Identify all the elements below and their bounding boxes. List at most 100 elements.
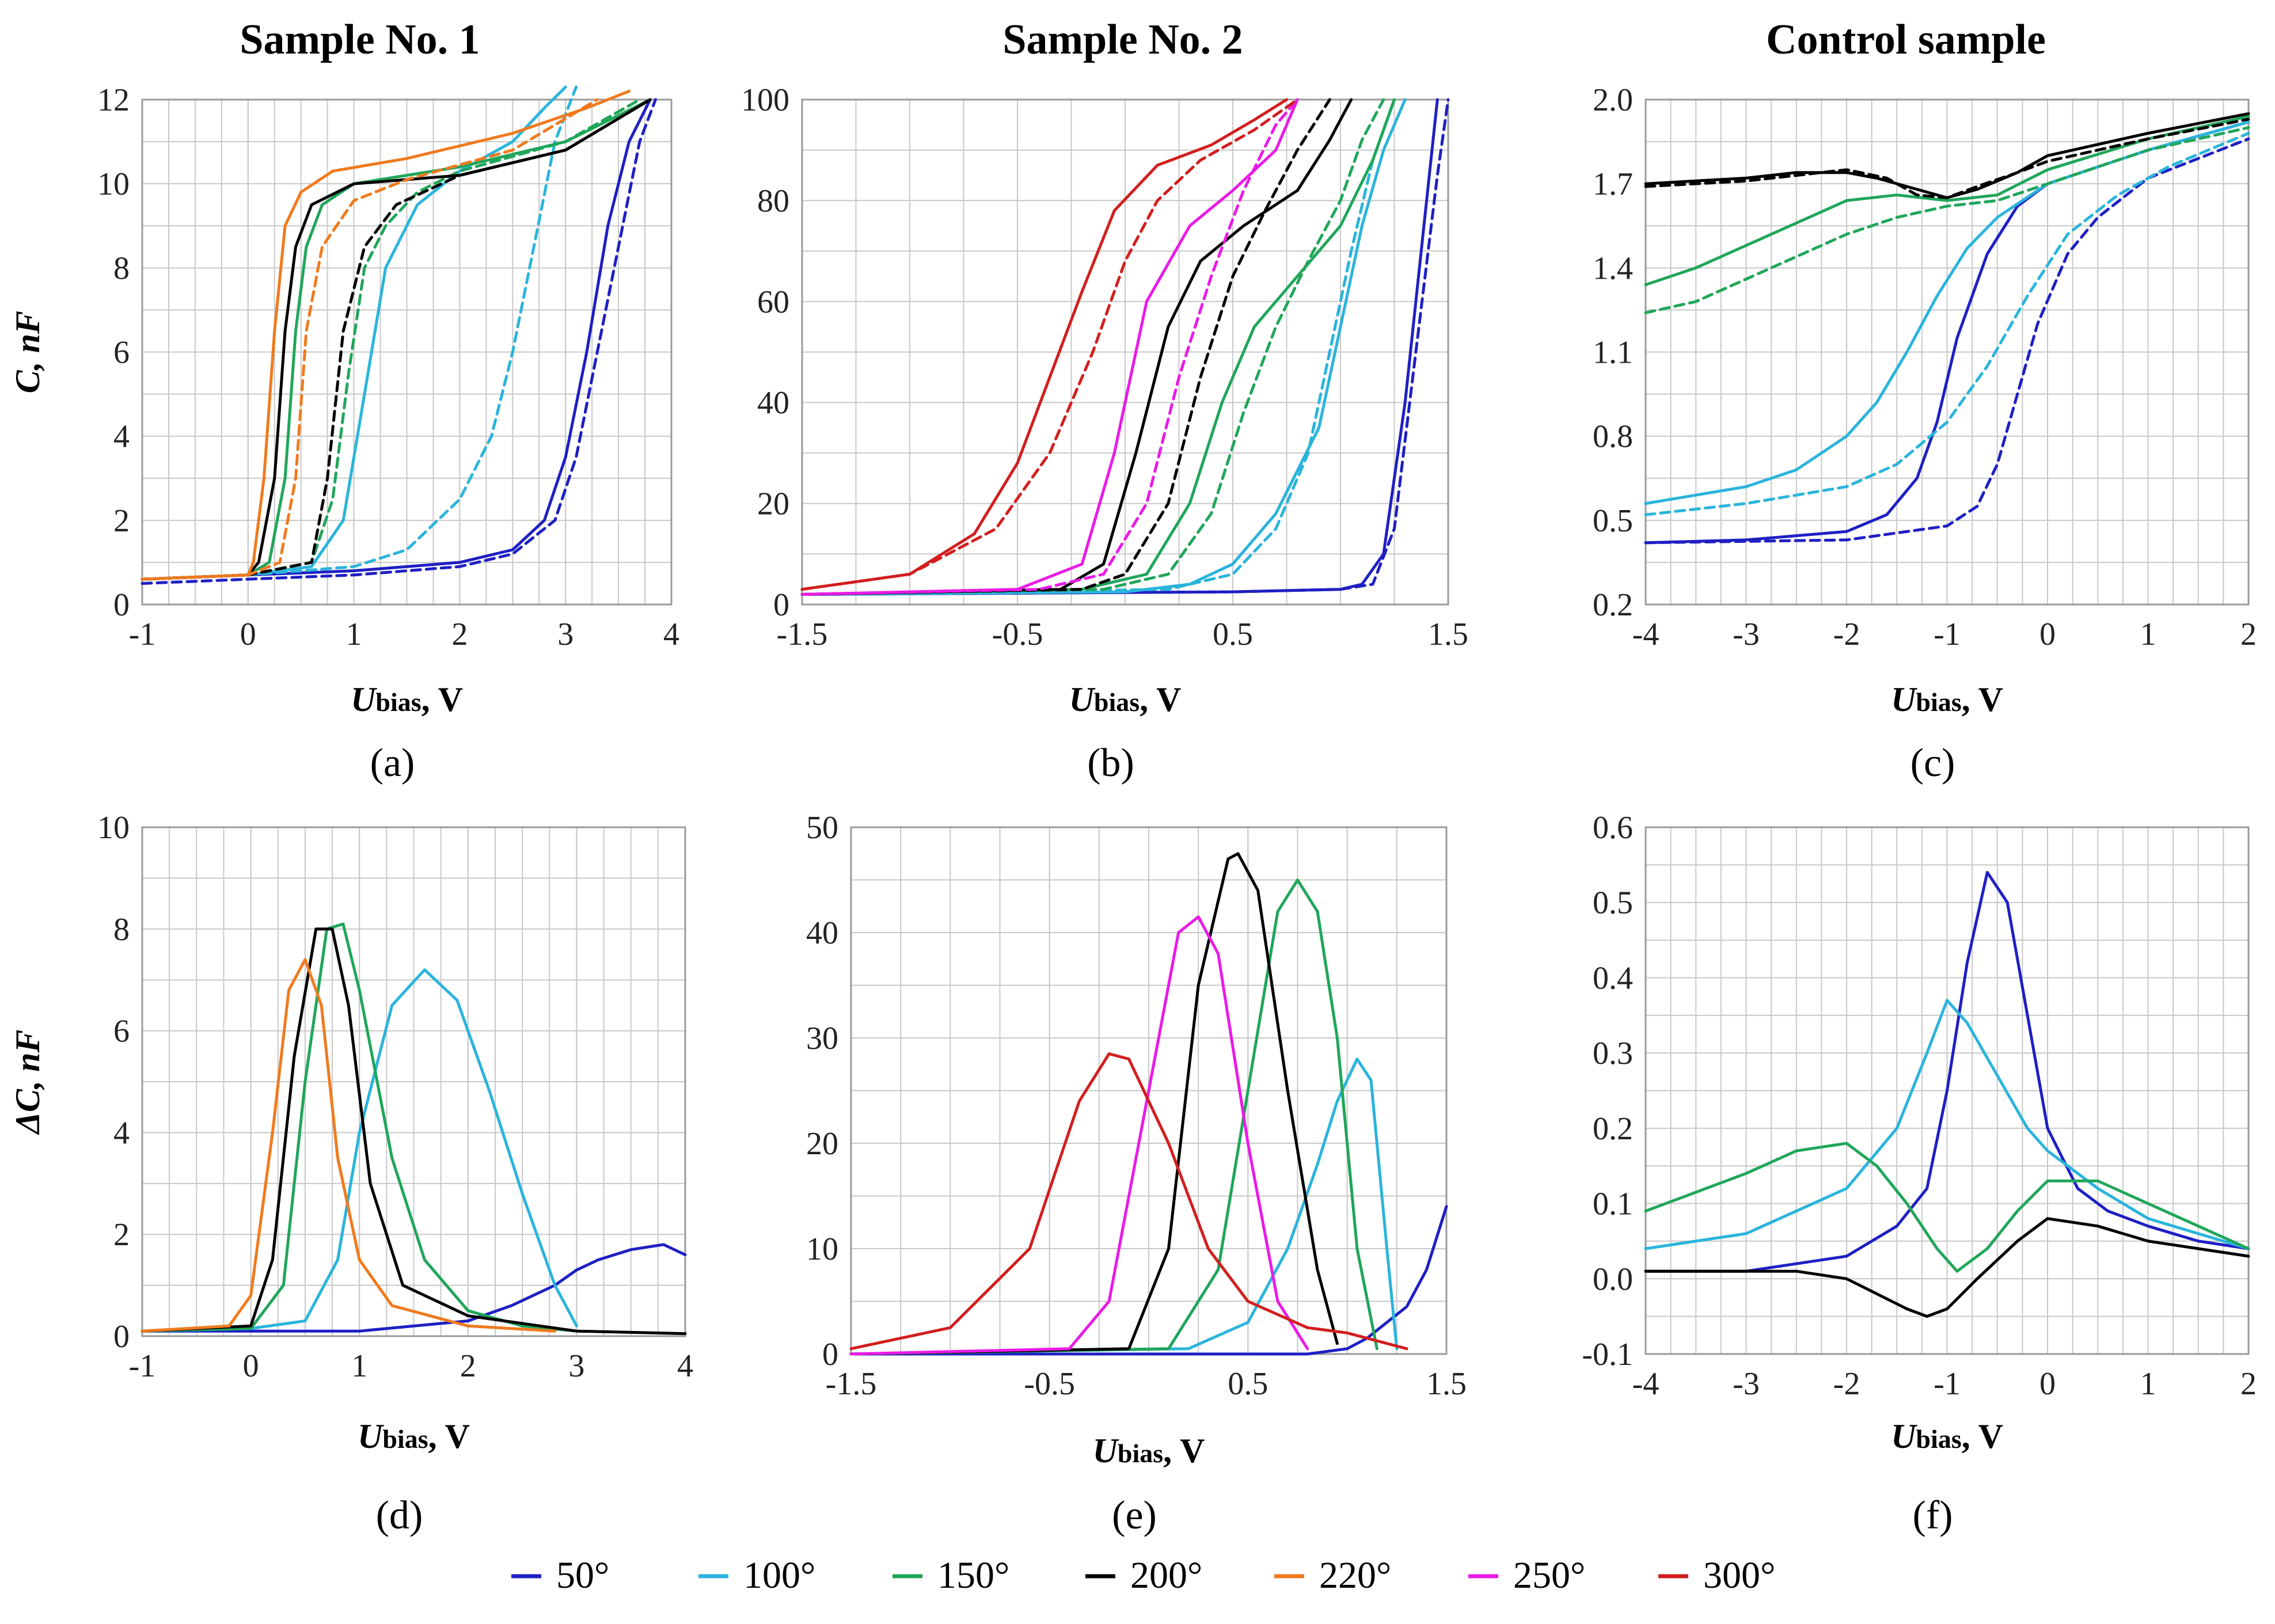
y-tick-label: 6: [113, 1014, 130, 1049]
grid-b: [802, 99, 1449, 605]
y-tick-label: 0.5: [1593, 885, 1633, 921]
panel-e: -1.5 -0.5 0.5 1.5 0 10 20 30 40 50 Ubias, V (e): [806, 810, 1467, 1538]
series-b-100deg-dashed: [800, 98, 1396, 596]
series-a-220deg-dashed: [140, 98, 599, 581]
series-d-200deg: [140, 927, 687, 1336]
legend-label: 50°: [556, 1554, 609, 1596]
series-b-250deg: [800, 98, 1299, 596]
legend-item: 50°: [511, 1554, 609, 1596]
x-axis-label-d: Ubias, V: [358, 1417, 470, 1455]
legend-label: 100°: [743, 1554, 815, 1596]
legend-item: 250°: [1468, 1554, 1585, 1596]
panel-label-a: (a): [370, 741, 415, 785]
plot-frame-c: [1644, 98, 2250, 606]
y-tick-label: 100: [741, 82, 789, 118]
series-b-300deg-dashed: [800, 98, 1299, 591]
series-d-220deg: [140, 958, 557, 1333]
x-tick-label: 2: [2240, 1366, 2257, 1402]
grid-d: [142, 827, 686, 1337]
series-c-200deg-dashed: [1644, 117, 2250, 199]
panel-label-d: (d): [376, 1493, 423, 1538]
series-f-150deg: [1644, 1142, 2250, 1273]
x-axis-label-c: Ubias, V: [1891, 680, 2003, 718]
series-e-250deg: [849, 915, 1309, 1356]
x-tick-label: 3: [557, 617, 574, 652]
series-e-100deg: [849, 1058, 1399, 1356]
x-tick-label: 2: [451, 617, 468, 652]
series-a-200deg-dashed: [140, 98, 652, 581]
x-tick-label: 0: [240, 617, 256, 652]
panel-b: -1.5 -0.5 0.5 1.5 0 20 40 60 80 100 Ubias, V (b): [741, 82, 1468, 785]
x-tick-label: 2: [460, 1348, 476, 1384]
y-tick-label: 8: [113, 912, 130, 948]
y-tick-label: 0.0: [1593, 1261, 1633, 1297]
x-tick-label: -1.5: [826, 1366, 877, 1402]
x-tick-label: 1: [351, 1348, 367, 1384]
series-c-150deg-dashed: [1644, 126, 2250, 314]
series-e-50deg: [849, 1205, 1448, 1356]
y-tick-label: 20: [757, 486, 789, 522]
y-axis-label-d: ΔC, nF: [9, 1029, 47, 1135]
legend-label: 200°: [1130, 1554, 1202, 1596]
y-tick-label: 4: [113, 1115, 130, 1151]
column-title-sample-2: Sample No. 2: [1002, 16, 1243, 63]
x-axis-label-e: Ubias, V: [1093, 1432, 1205, 1470]
y-tick-label: 0: [113, 587, 130, 623]
x-tick-label: 0.5: [1213, 617, 1253, 652]
series-b-200deg-dashed: [800, 98, 1331, 596]
y-axis-label-a: C, nF: [9, 311, 47, 393]
x-tick-label: 4: [677, 1348, 693, 1384]
y-tick-label: 40: [806, 915, 838, 951]
y-tick-label: 0.6: [1593, 810, 1633, 846]
legend-label: 150°: [937, 1554, 1009, 1596]
x-tick-label: -1.5: [777, 617, 828, 652]
series-d-150deg: [140, 922, 578, 1333]
y-tick-label: 12: [97, 82, 130, 118]
series-c-150deg: [1644, 115, 2250, 287]
x-tick-label: 0: [243, 1348, 259, 1384]
panel-label-b: (b): [1087, 741, 1134, 785]
x-tick-label: 4: [663, 617, 679, 652]
y-tick-label: 0.2: [1593, 1111, 1633, 1147]
x-axis-label-f: Ubias, V: [1891, 1417, 2003, 1455]
series-a-200deg: [140, 98, 652, 581]
x-tick-label: 1: [2140, 617, 2156, 652]
x-tick-label: -1: [1934, 1366, 1961, 1402]
series-c-200deg: [1644, 112, 2250, 199]
series-d-100deg: [140, 968, 578, 1333]
series-c-100deg-dashed: [1644, 132, 2250, 516]
series-b-50deg-dashed: [800, 98, 1450, 596]
y-tick-label: 10: [97, 166, 130, 202]
y-tick-label: 0.2: [1593, 587, 1633, 623]
x-tick-label: -2: [1833, 1366, 1860, 1402]
x-tick-label: -3: [1733, 617, 1760, 652]
plot-frame-a: [141, 98, 673, 606]
series-b-200deg: [800, 98, 1353, 596]
y-tick-label: 0.8: [1593, 419, 1633, 455]
column-title-sample-1: Sample No. 1: [240, 16, 480, 63]
x-tick-label: 1: [2140, 1366, 2156, 1402]
y-tick-label: 10: [806, 1231, 838, 1267]
x-tick-label: -0.5: [992, 617, 1043, 652]
y-tick-label: 0.5: [1593, 503, 1633, 539]
series-e-200deg: [849, 852, 1339, 1356]
panel-label-e: (e): [1112, 1493, 1157, 1538]
x-tick-label: -2: [1833, 617, 1860, 652]
series-b-150deg: [800, 98, 1396, 596]
y-tick-label: 0: [773, 587, 789, 623]
series-a-220deg: [140, 89, 631, 581]
series-e-300deg: [849, 1052, 1408, 1351]
panel-label-f: (f): [1913, 1493, 1953, 1538]
series-a-50deg-dashed: [140, 98, 657, 585]
legend-label: 220°: [1319, 1554, 1391, 1596]
series-e-150deg: [849, 878, 1378, 1356]
legend-label: 300°: [1703, 1554, 1775, 1596]
y-tick-label: 8: [113, 250, 130, 286]
series-a-150deg: [140, 98, 652, 581]
series-f-200deg: [1644, 1217, 2250, 1318]
y-tick-label: 80: [757, 183, 789, 219]
legend-item: 300°: [1658, 1554, 1775, 1596]
series-b-50deg: [800, 98, 1439, 596]
